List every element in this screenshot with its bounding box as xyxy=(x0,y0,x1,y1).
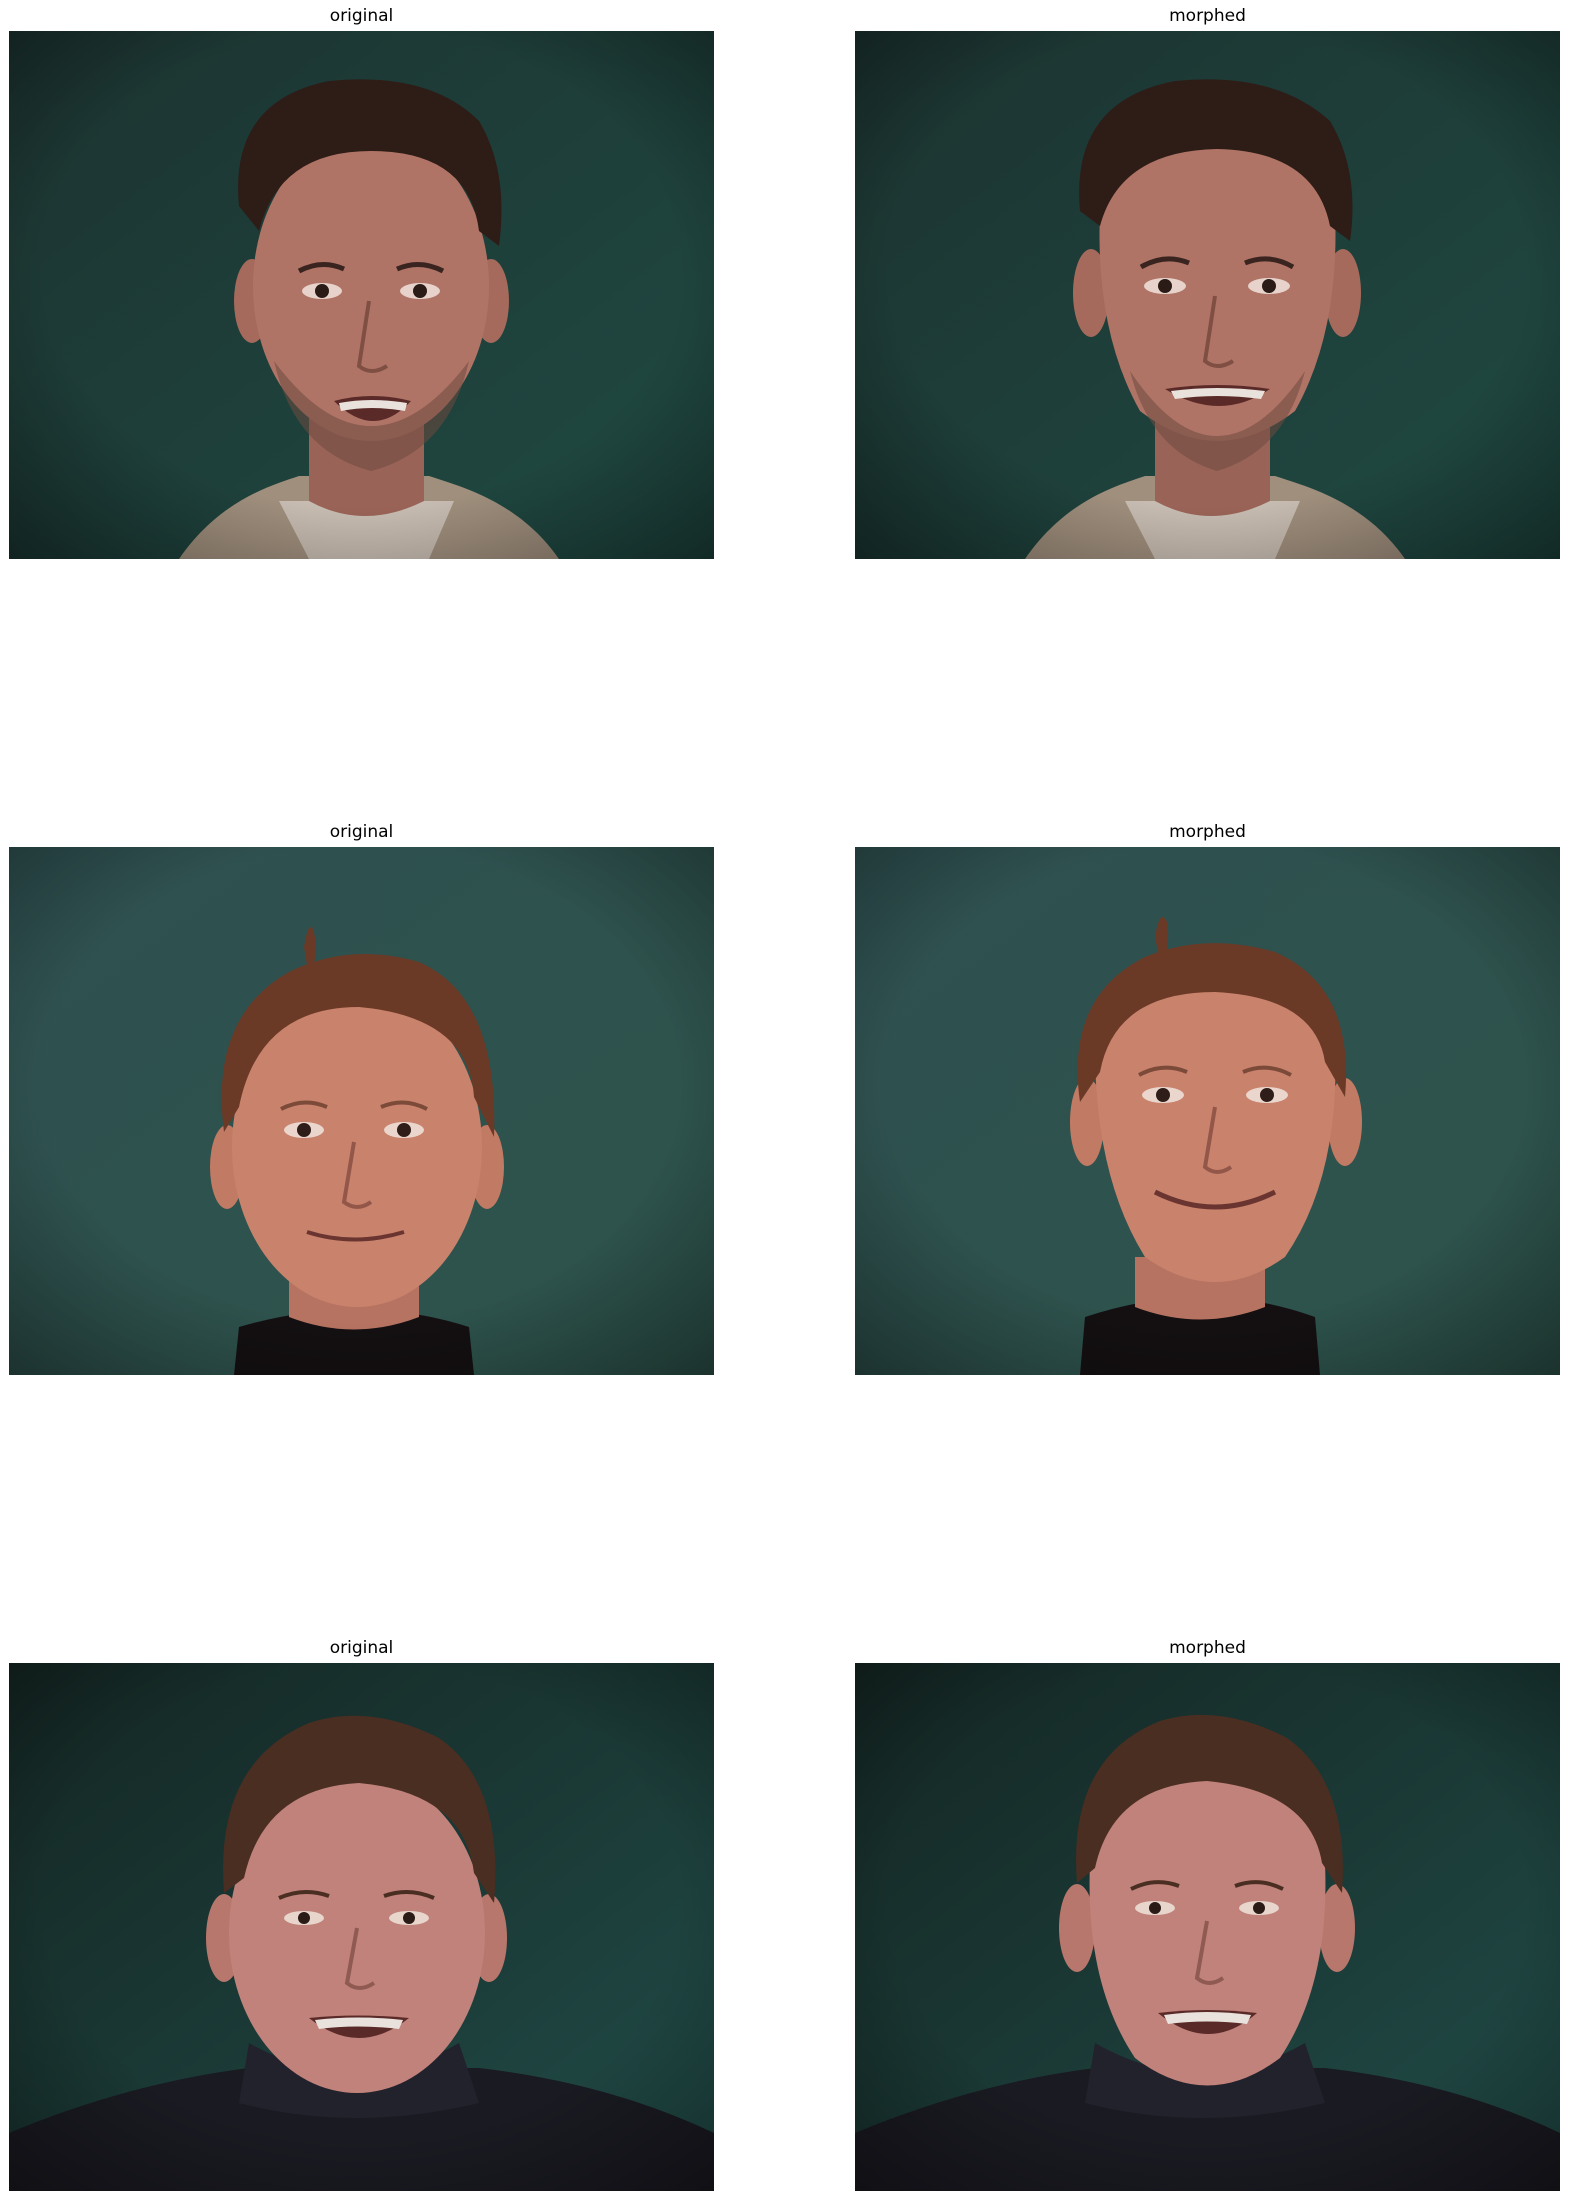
face-photo-original-1 xyxy=(9,31,714,559)
panel-title-original-1: original xyxy=(329,6,394,26)
face-photo-morphed-1 xyxy=(855,31,1560,559)
panel-title-morphed-2: morphed xyxy=(1169,822,1246,842)
face-photo-original-2 xyxy=(9,847,714,1375)
face-photo-morphed-2 xyxy=(855,847,1560,1375)
face-photo-morphed-3 xyxy=(855,1663,1560,2191)
face-photo-original-3 xyxy=(9,1663,714,2191)
panel-title-original-3: original xyxy=(329,1638,394,1658)
panel-title-original-2: original xyxy=(329,822,394,842)
panel-title-morphed-1: morphed xyxy=(1169,6,1246,26)
panel-title-morphed-3: morphed xyxy=(1169,1638,1246,1658)
